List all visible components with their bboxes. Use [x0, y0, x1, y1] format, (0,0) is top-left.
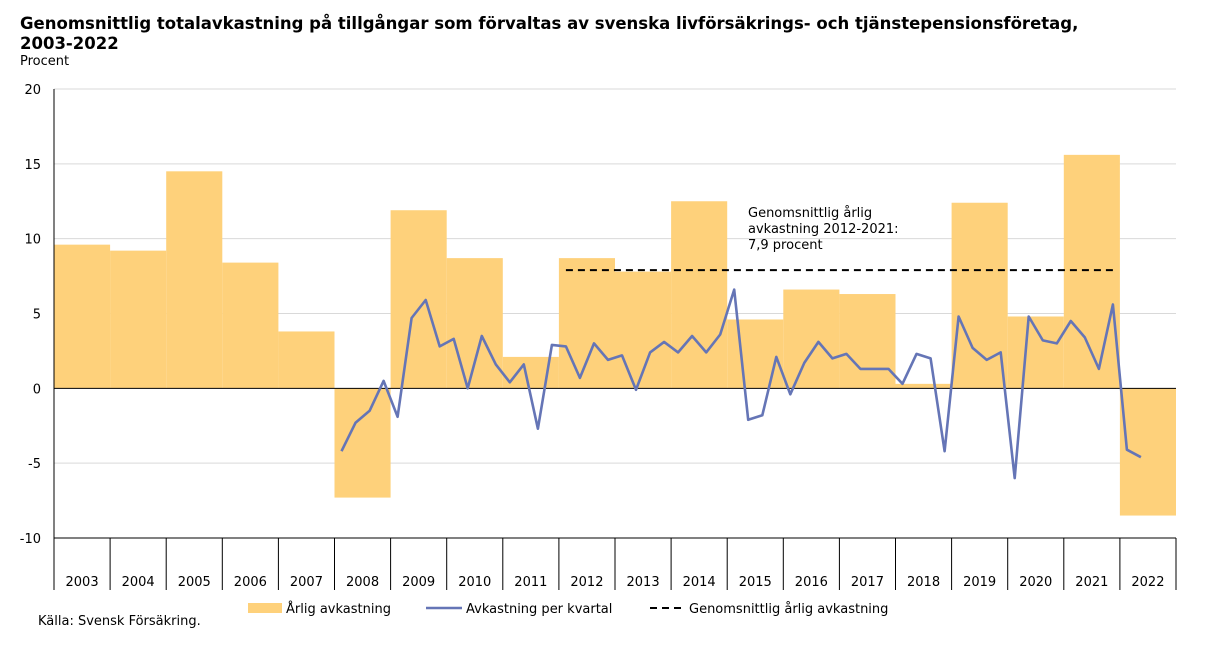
annotation-text: 7,9 procent [748, 238, 823, 253]
x-tick-label: 2021 [1075, 575, 1108, 590]
source-note: Källa: Svensk Försäkring. [38, 614, 201, 629]
bar-2009 [390, 210, 447, 389]
x-tick-label: 2013 [627, 575, 660, 590]
x-tick-label: 2019 [963, 575, 996, 590]
y-tick-label: 20 [24, 83, 41, 98]
bar-2019 [951, 202, 1008, 389]
x-tick-label: 2010 [458, 575, 491, 590]
bar-2012 [558, 258, 615, 389]
bar-2005 [166, 171, 223, 389]
x-tick-label: 2015 [739, 575, 772, 590]
x-tick-label: 2006 [234, 575, 267, 590]
bar-2022 [1119, 388, 1176, 516]
y-tick-label: -5 [28, 457, 41, 472]
x-tick-label: 2009 [402, 575, 435, 590]
bar-2003 [54, 244, 111, 389]
x-tick-label: 2007 [290, 575, 323, 590]
x-tick-label: 2020 [1019, 575, 1052, 590]
bar-2015 [727, 319, 784, 389]
y-tick-label: 5 [33, 308, 41, 323]
y-tick-label: 10 [24, 233, 41, 248]
x-tick-label: 2008 [346, 575, 379, 590]
x-tick-label: 2003 [66, 575, 99, 590]
bar-2018 [895, 383, 952, 389]
bar-2017 [839, 294, 896, 389]
bar-2007 [278, 331, 335, 389]
legend-label-line: Avkastning per kvartal [466, 602, 612, 617]
bar-2014 [671, 201, 728, 389]
legend-swatch-bar [248, 603, 282, 613]
legend-label-bar: Årlig avkastning [286, 601, 391, 617]
quarterly-return-line [340, 288, 1142, 480]
x-tick-label: 2014 [683, 575, 716, 590]
bar-2006 [222, 262, 279, 389]
legend-label-dashed: Genomsnittlig årlig avkastning [689, 602, 888, 617]
y-tick-label: -10 [20, 532, 41, 547]
x-tick-label: 2017 [851, 575, 884, 590]
y-tick-label: 0 [33, 382, 41, 397]
bar-2008 [334, 388, 391, 498]
bar-2004 [110, 250, 167, 389]
bar-2010 [446, 258, 503, 389]
bar-2021 [1063, 154, 1120, 389]
x-tick-label: 2012 [570, 575, 603, 590]
x-tick-label: 2018 [907, 575, 940, 590]
y-axis-unit: Procent [20, 54, 70, 69]
bar-2016 [783, 289, 840, 389]
annotation-text: Genomsnittlig årlig [748, 206, 872, 221]
y-tick-label: 15 [24, 158, 41, 173]
x-tick-label: 2004 [122, 575, 155, 590]
x-tick-label: 2016 [795, 575, 828, 590]
x-tick-label: 2022 [1131, 575, 1164, 590]
bar-2011 [502, 356, 559, 389]
x-tick-label: 2011 [514, 575, 547, 590]
annotation-text: avkastning 2012-2021: [748, 222, 899, 237]
x-tick-label: 2005 [178, 575, 211, 590]
chart-title: Genomsnittlig totalavkastning på tillgån… [20, 14, 1079, 53]
